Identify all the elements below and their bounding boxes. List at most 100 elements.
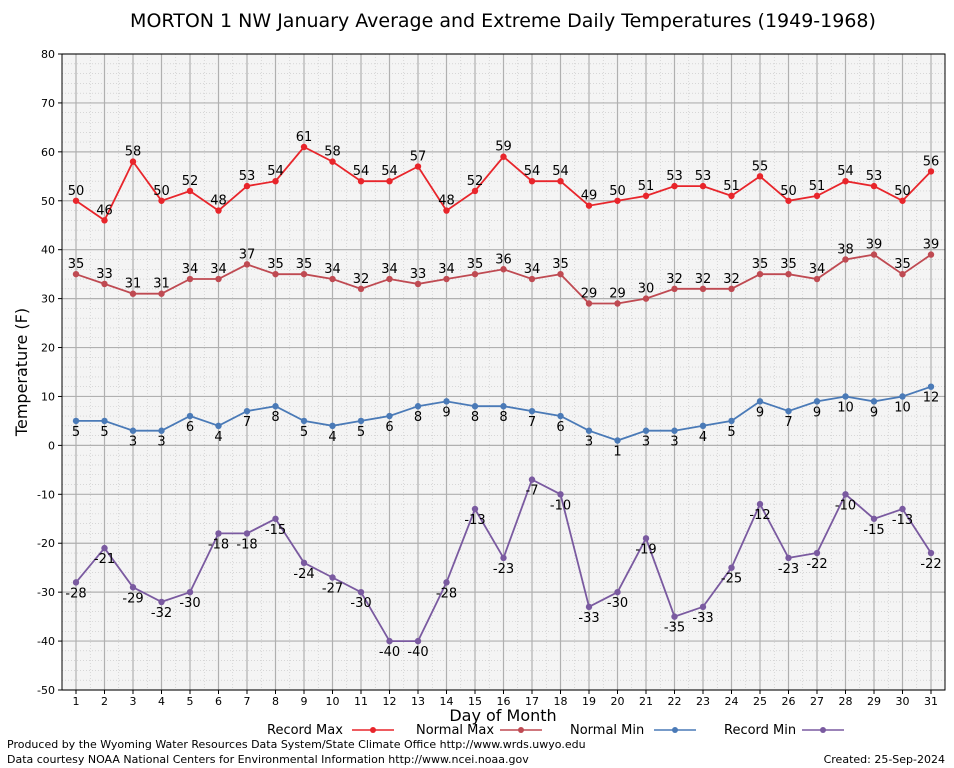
- data-label: 54: [524, 164, 541, 179]
- x-tick-label: 26: [782, 695, 796, 708]
- data-point: [614, 437, 621, 444]
- x-tick-label: 21: [639, 695, 653, 708]
- y-axis-label: Temperature (F): [12, 308, 31, 437]
- data-label: -19: [635, 542, 656, 557]
- x-tick-label: 29: [867, 695, 881, 708]
- x-tick-label: 2: [101, 695, 108, 708]
- data-label: 8: [471, 410, 479, 425]
- data-point: [272, 403, 279, 410]
- data-label: -15: [265, 523, 286, 538]
- data-label: 34: [210, 262, 227, 277]
- legend-marker-record-max: [370, 727, 376, 733]
- data-label: -23: [493, 562, 514, 577]
- data-point: [500, 554, 507, 562]
- data-label: 55: [752, 159, 769, 174]
- data-point: [642, 295, 650, 302]
- data-label: 32: [695, 272, 712, 287]
- data-point: [72, 197, 80, 204]
- data-point: [927, 251, 935, 258]
- x-tick-label: 27: [810, 695, 824, 708]
- legend-label-normal-min: Normal Min: [570, 723, 644, 738]
- data-label: 29: [581, 287, 598, 302]
- legend-marker-normal-max: [518, 727, 524, 733]
- data-label: 3: [129, 435, 137, 450]
- series-record-min: -28 -21 -29 -32 -30 -18 -18 -15 -24 -27 -30 -40 -40 -…: [65, 476, 942, 660]
- data-point: [272, 178, 279, 185]
- data-point: [899, 270, 906, 278]
- y-tick-label: -20: [37, 537, 55, 550]
- data-point: [557, 491, 564, 498]
- data-point: [129, 584, 137, 591]
- y-axis-ticks: 80 70 60 50 40 30 20 10 0 -10 -20 -30 -40 -50: [37, 48, 62, 697]
- data-label: 8: [271, 410, 279, 425]
- data-label: 33: [96, 267, 113, 282]
- data-label: 50: [68, 184, 85, 199]
- data-point: [386, 637, 393, 645]
- data-point: [557, 412, 564, 420]
- y-tick-label: 60: [41, 146, 55, 159]
- data-point: [500, 403, 507, 410]
- data-label: 49: [581, 189, 598, 204]
- x-tick-label: 4: [158, 695, 165, 708]
- y-tick-label: 50: [41, 195, 55, 208]
- data-label: 7: [243, 415, 251, 430]
- data-point: [443, 275, 450, 283]
- legend: Record Max Normal Max Normal Min Record …: [267, 723, 844, 738]
- data-label: 61: [296, 130, 313, 145]
- data-point: [300, 559, 308, 566]
- data-label: 39: [866, 238, 883, 253]
- data-point: [414, 280, 422, 288]
- data-label: 50: [894, 184, 911, 199]
- data-label: -15: [863, 523, 884, 538]
- data-label: 38: [837, 242, 854, 257]
- data-label: 54: [381, 164, 398, 179]
- data-label: -7: [526, 484, 539, 499]
- data-point: [500, 153, 507, 160]
- data-label: 50: [153, 184, 170, 199]
- x-tick-label: 16: [497, 695, 511, 708]
- data-point: [585, 300, 593, 307]
- data-point: [842, 491, 849, 498]
- data-label: 6: [385, 420, 393, 435]
- data-label: 6: [556, 420, 564, 435]
- data-label: 5: [300, 425, 308, 440]
- data-label: 34: [438, 262, 455, 277]
- data-point: [870, 398, 878, 405]
- data-label: -10: [550, 498, 571, 513]
- data-label: 59: [495, 140, 512, 155]
- data-label: 34: [324, 262, 341, 277]
- data-label: 53: [866, 169, 883, 184]
- data-label: 10: [894, 400, 911, 415]
- x-tick-label: 14: [440, 695, 454, 708]
- data-point: [215, 422, 222, 430]
- data-point: [300, 143, 308, 151]
- data-label: -33: [578, 611, 599, 626]
- data-label: -28: [65, 586, 86, 601]
- data-point: [414, 637, 422, 645]
- footer-data-courtesy: Data courtesy NOAA National Centers for …: [7, 753, 529, 766]
- data-label: -13: [892, 513, 913, 528]
- data-label: 1: [613, 444, 621, 459]
- data-label: 4: [328, 430, 336, 445]
- data-point: [101, 217, 108, 224]
- data-label: 36: [495, 252, 512, 267]
- data-label: 50: [609, 184, 626, 199]
- data-label: 48: [438, 194, 455, 209]
- data-label: 8: [414, 410, 422, 425]
- x-tick-label: 18: [554, 695, 568, 708]
- data-point: [528, 407, 536, 415]
- data-point: [870, 515, 878, 522]
- x-axis-ticks: 1 2 3 4 5 6 7 8 9 10 11 12 13 14 15 16 17 18 19 20 21 22 23 24 2…: [73, 690, 938, 708]
- data-point: [756, 398, 764, 405]
- data-point: [528, 476, 536, 483]
- data-point: [728, 192, 735, 200]
- data-label: -22: [806, 557, 827, 572]
- x-tick-label: 30: [896, 695, 910, 708]
- x-tick-label: 1: [73, 695, 80, 708]
- data-point: [585, 202, 593, 209]
- data-point: [471, 270, 479, 278]
- data-label: 39: [923, 238, 940, 253]
- data-label: 58: [324, 145, 341, 160]
- data-label: -12: [749, 508, 770, 523]
- y-tick-label: 70: [41, 97, 55, 110]
